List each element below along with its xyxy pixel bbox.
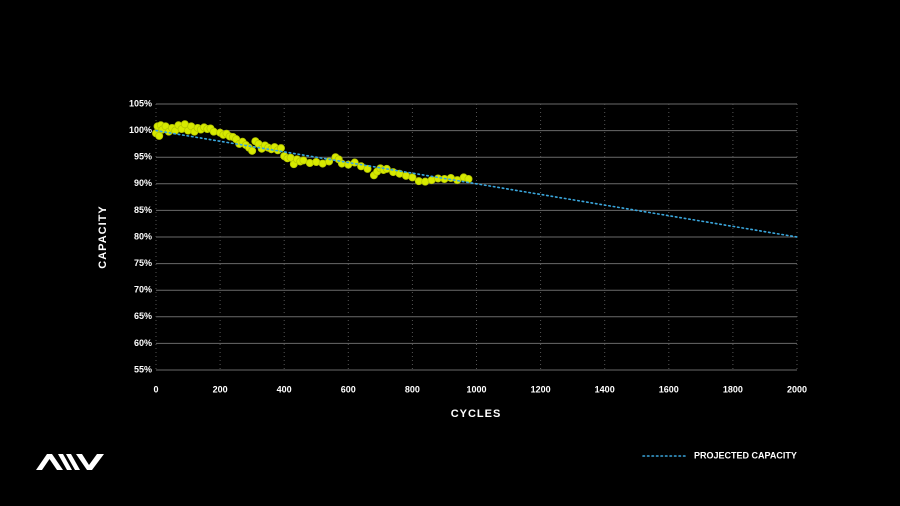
y-tick-label: 100%: [129, 125, 152, 135]
x-tick-label: 1600: [659, 384, 679, 394]
logo-bar: [66, 454, 80, 470]
data-point: [209, 127, 218, 136]
y-tick-label: 75%: [134, 258, 152, 268]
y-tick-label: 80%: [134, 231, 152, 241]
x-tick-label: 600: [341, 384, 356, 394]
projection-line: [155, 129, 798, 238]
data-point: [305, 159, 314, 168]
y-tick-label: 95%: [134, 152, 152, 162]
logo-v: [76, 454, 104, 470]
x-tick-label: 800: [405, 384, 420, 394]
x-tick-label: 200: [213, 384, 228, 394]
data-point: [155, 131, 164, 140]
logo: [36, 454, 104, 470]
data-point: [248, 146, 257, 155]
x-tick-label: 1000: [466, 384, 486, 394]
logo-bar: [58, 454, 72, 470]
y-tick-label: 90%: [134, 178, 152, 188]
y-tick-label: 105%: [129, 98, 152, 108]
x-tick-label: 1800: [723, 384, 743, 394]
y-tick-label: 70%: [134, 285, 152, 295]
data-point: [408, 173, 417, 182]
x-axis-title: CYCLES: [451, 408, 502, 420]
data-point: [363, 164, 372, 173]
x-tick-label: 1200: [531, 384, 551, 394]
x-tick-label: 0: [153, 384, 158, 394]
x-tick-label: 400: [277, 384, 292, 394]
y-tick-label: 85%: [134, 205, 152, 215]
y-tick-label: 60%: [134, 338, 152, 348]
x-tick-label: 2000: [787, 384, 807, 394]
legend-label: PROJECTED CAPACITY: [694, 450, 797, 460]
y-tick-label: 55%: [134, 364, 152, 374]
y-tick-label: 65%: [134, 311, 152, 321]
y-axis-title: CAPACITY: [97, 205, 109, 268]
logo-a: [36, 454, 63, 470]
data-point: [464, 175, 473, 184]
x-tick-label: 1400: [595, 384, 615, 394]
grid: [155, 103, 798, 371]
